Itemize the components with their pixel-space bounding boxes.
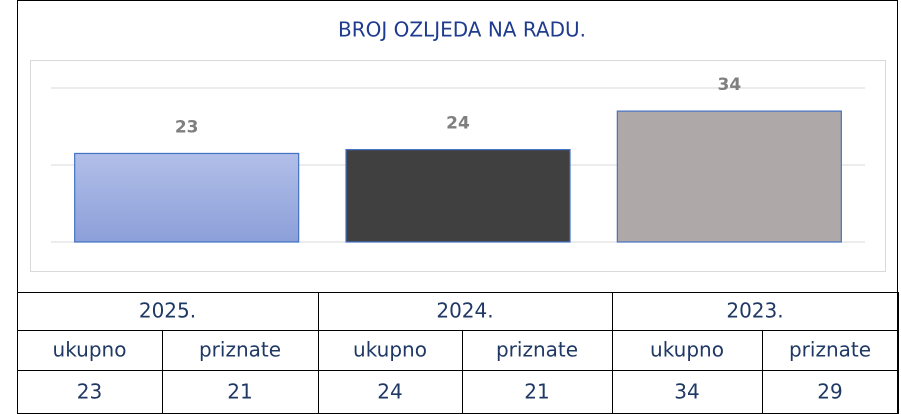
table-value: 34	[674, 380, 699, 404]
year-header: 2023.	[726, 299, 783, 323]
data-label: 24	[446, 114, 470, 134]
bar	[345, 149, 571, 243]
sub-header: ukupno	[353, 338, 427, 362]
sub-header: priznate	[789, 338, 871, 362]
table-value: 21	[227, 380, 252, 404]
table-value: 21	[524, 380, 549, 404]
sub-header: priznate	[199, 338, 281, 362]
sub-header: ukupno	[53, 338, 127, 362]
table-value: 24	[377, 380, 402, 404]
data-label: 34	[717, 75, 741, 95]
year-header: 2025.	[139, 299, 196, 323]
chart-title: BROJ OZLJEDA NA RADU.	[338, 18, 586, 42]
bar	[616, 110, 842, 243]
sub-header: priznate	[496, 338, 578, 362]
plot-frame	[30, 60, 886, 272]
table-value: 23	[77, 380, 102, 404]
data-label: 23	[175, 117, 199, 137]
bar	[74, 152, 300, 243]
table-value: 29	[817, 380, 842, 404]
year-header: 2024.	[436, 299, 493, 323]
sub-header: ukupno	[650, 338, 724, 362]
